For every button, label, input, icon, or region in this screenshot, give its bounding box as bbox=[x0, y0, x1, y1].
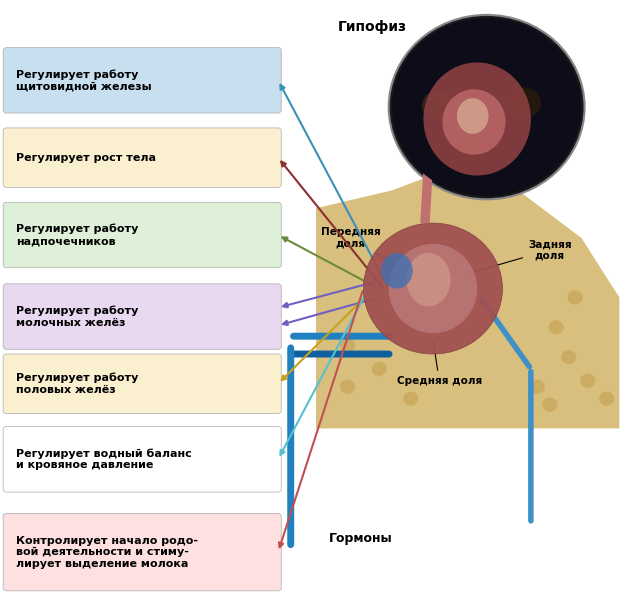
Ellipse shape bbox=[457, 98, 489, 134]
FancyBboxPatch shape bbox=[3, 128, 281, 187]
Text: Регулирует работу
молочных желёз: Регулирует работу молочных желёз bbox=[16, 305, 138, 328]
Circle shape bbox=[568, 290, 583, 305]
Text: Регулирует работу
щитовидной железы: Регулирует работу щитовидной железы bbox=[16, 69, 152, 92]
Circle shape bbox=[392, 18, 581, 196]
Ellipse shape bbox=[389, 244, 477, 333]
FancyBboxPatch shape bbox=[3, 284, 281, 349]
Text: Регулирует работу
надпочечников: Регулирует работу надпочечников bbox=[16, 224, 138, 246]
Circle shape bbox=[403, 392, 418, 406]
Circle shape bbox=[599, 392, 614, 406]
Text: Регулирует работу
половых желёз: Регулирует работу половых желёз bbox=[16, 372, 138, 395]
Text: Гипофиз: Гипофиз bbox=[338, 20, 407, 34]
Circle shape bbox=[340, 380, 355, 394]
Ellipse shape bbox=[509, 87, 541, 118]
Ellipse shape bbox=[422, 91, 454, 120]
Circle shape bbox=[549, 320, 564, 334]
Polygon shape bbox=[316, 167, 619, 428]
Polygon shape bbox=[420, 167, 433, 223]
Circle shape bbox=[542, 397, 557, 412]
Circle shape bbox=[340, 338, 355, 352]
FancyBboxPatch shape bbox=[3, 48, 281, 113]
Text: Контролирует начало родо-
вой деятельности и стиму-
лирует выделение молока: Контролирует начало родо- вой деятельнос… bbox=[16, 536, 198, 569]
Text: Задняя
доля: Задняя доля bbox=[470, 239, 572, 273]
Ellipse shape bbox=[406, 253, 451, 306]
Ellipse shape bbox=[381, 253, 413, 289]
Circle shape bbox=[372, 362, 387, 376]
Ellipse shape bbox=[461, 134, 493, 164]
Text: Гормоны: Гормоны bbox=[329, 532, 392, 545]
FancyBboxPatch shape bbox=[3, 513, 281, 591]
Circle shape bbox=[580, 374, 595, 388]
Text: Регулирует рост тела: Регулирует рост тела bbox=[16, 153, 156, 162]
Circle shape bbox=[530, 380, 545, 394]
Circle shape bbox=[389, 15, 585, 199]
Ellipse shape bbox=[363, 223, 502, 354]
Circle shape bbox=[561, 350, 576, 364]
Text: Средняя доля: Средняя доля bbox=[397, 342, 482, 386]
FancyBboxPatch shape bbox=[3, 202, 281, 268]
Ellipse shape bbox=[442, 89, 506, 155]
Ellipse shape bbox=[423, 62, 531, 176]
Text: Передняя
доля: Передняя доля bbox=[321, 227, 411, 275]
FancyBboxPatch shape bbox=[3, 354, 281, 414]
Text: Регулирует водный баланс
и кровяное давление: Регулирует водный баланс и кровяное давл… bbox=[16, 448, 191, 471]
FancyBboxPatch shape bbox=[3, 427, 281, 492]
